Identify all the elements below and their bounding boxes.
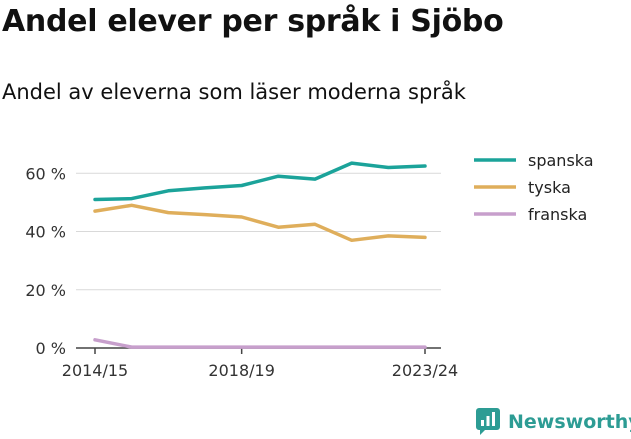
series-line-spanska xyxy=(93,161,427,202)
axes: 0 % 20 % 40 % 60 % 2014/15 2018/19 2023/24 xyxy=(25,164,458,380)
newsworthy-logo-icon xyxy=(476,408,500,435)
legend: spanska tyska franska xyxy=(474,151,594,224)
chart-title: Andel elever per språk i Sjöbo xyxy=(2,4,504,39)
y-tick-label: 60 % xyxy=(25,164,66,183)
x-tick-label: 2014/15 xyxy=(62,361,128,380)
y-tick-label: 40 % xyxy=(25,223,66,242)
series-line-tyska xyxy=(93,203,427,243)
x-tick-label: 2023/24 xyxy=(392,361,458,380)
grid-lines xyxy=(76,172,441,291)
chart-subtitle: Andel av eleverna som läser moderna språ… xyxy=(2,80,466,104)
legend-label-spanska: spanska xyxy=(528,151,594,170)
legend-label-tyska: tyska xyxy=(528,178,571,197)
y-tick-label: 0 % xyxy=(36,339,66,358)
series-lines xyxy=(93,161,427,349)
y-tick-label: 20 % xyxy=(25,281,66,300)
x-tick-label: 2018/19 xyxy=(208,361,274,380)
series-line-franska xyxy=(93,338,427,349)
legend-label-franska: franska xyxy=(528,205,587,224)
newsworthy-logo: Newsworthy xyxy=(476,408,631,436)
newsworthy-logo-text: Newsworthy xyxy=(508,411,631,433)
